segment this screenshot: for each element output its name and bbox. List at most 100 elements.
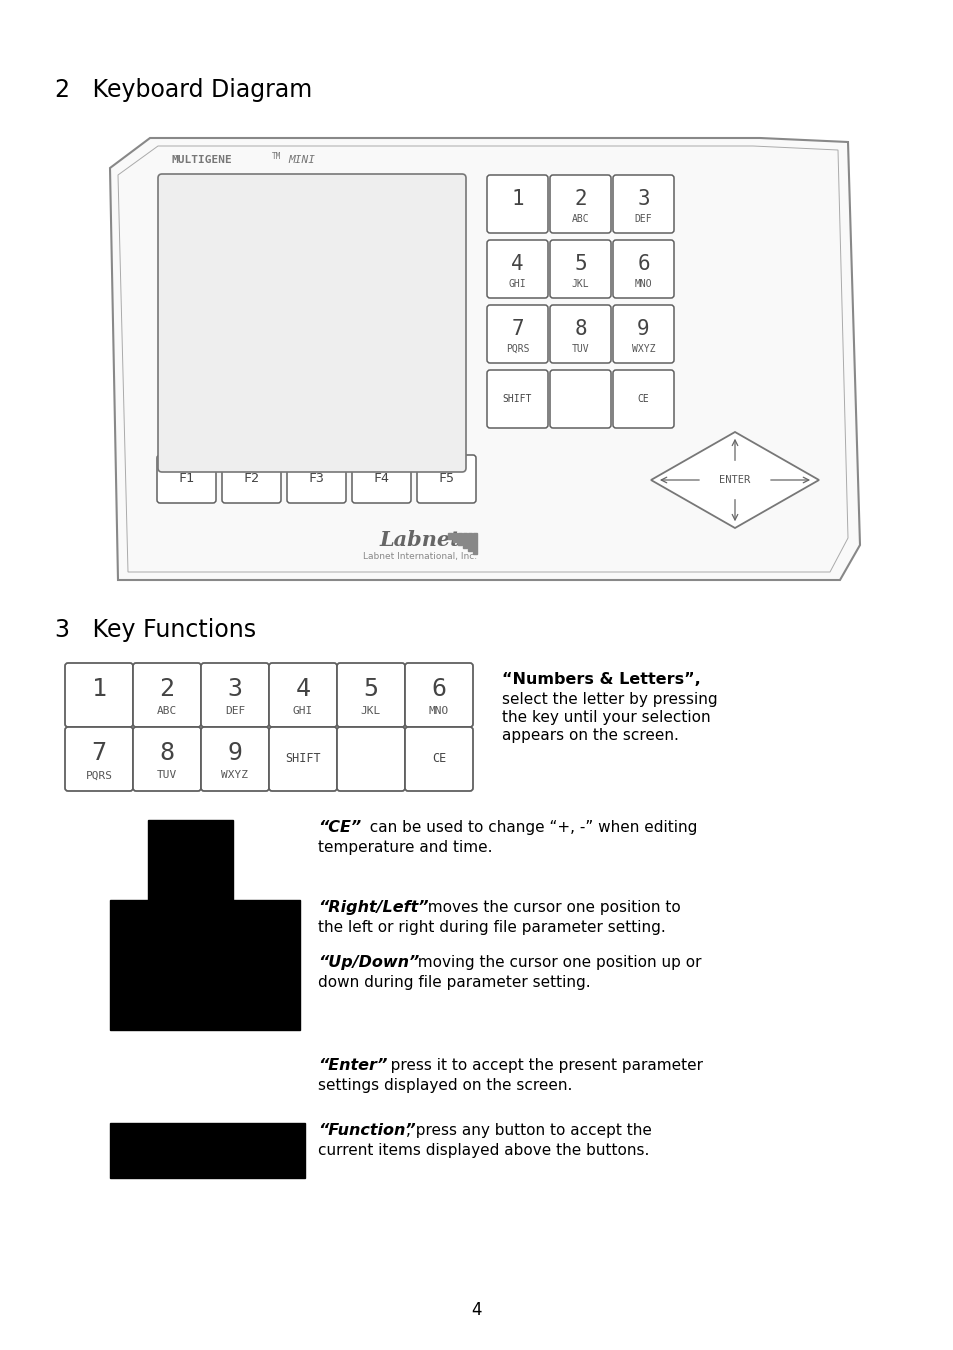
Text: CE: CE [432, 752, 446, 765]
Text: “Right/Left”: “Right/Left” [317, 900, 428, 915]
Text: 4: 4 [295, 678, 310, 701]
Text: TM: TM [272, 153, 281, 161]
Text: F2: F2 [243, 472, 259, 486]
Bar [110, 900, 299, 1030]
Text: moving the cursor one position up or: moving the cursor one position up or [408, 954, 700, 971]
Text: TUV: TUV [156, 771, 177, 780]
FancyBboxPatch shape [157, 455, 215, 504]
Text: 5: 5 [574, 254, 586, 274]
Text: 4: 4 [471, 1301, 482, 1319]
Text: DEF: DEF [634, 213, 652, 224]
Text: down during file parameter setting.: down during file parameter setting. [317, 975, 590, 990]
FancyBboxPatch shape [613, 305, 673, 363]
Text: 8: 8 [574, 319, 586, 339]
Bar [148, 819, 233, 904]
Bar [448, 533, 452, 539]
FancyBboxPatch shape [222, 455, 281, 504]
Text: GHI: GHI [293, 706, 313, 717]
Bar [457, 533, 461, 545]
FancyBboxPatch shape [201, 663, 269, 728]
FancyBboxPatch shape [287, 455, 346, 504]
Text: “CE”: “CE” [317, 819, 361, 836]
Text: “Function”: “Function” [317, 1123, 416, 1138]
FancyBboxPatch shape [416, 455, 476, 504]
Text: 7: 7 [511, 319, 523, 339]
Text: SHIFT: SHIFT [502, 394, 532, 404]
Text: MNO: MNO [429, 706, 449, 717]
Text: MNO: MNO [634, 278, 652, 289]
Text: 9: 9 [637, 319, 649, 339]
Text: 1: 1 [511, 189, 523, 209]
FancyBboxPatch shape [550, 176, 610, 234]
Text: 4: 4 [511, 254, 523, 274]
Bar [473, 533, 476, 554]
FancyBboxPatch shape [65, 663, 132, 728]
FancyBboxPatch shape [613, 176, 673, 234]
FancyBboxPatch shape [352, 455, 411, 504]
Text: 1: 1 [91, 678, 107, 701]
Text: “Numbers & Letters”,: “Numbers & Letters”, [501, 672, 700, 687]
Text: 3: 3 [637, 189, 649, 209]
Text: TUV: TUV [571, 343, 589, 354]
Polygon shape [110, 138, 859, 580]
Text: 5: 5 [363, 678, 378, 701]
FancyBboxPatch shape [486, 305, 547, 363]
FancyBboxPatch shape [65, 728, 132, 791]
Text: 2: 2 [159, 678, 174, 701]
Text: ABC: ABC [156, 706, 177, 717]
Text: F1: F1 [178, 472, 194, 486]
Text: Labnet International, Inc.: Labnet International, Inc. [362, 552, 476, 562]
Text: settings displayed on the screen.: settings displayed on the screen. [317, 1079, 572, 1094]
FancyBboxPatch shape [405, 728, 473, 791]
Text: JKL: JKL [360, 706, 381, 717]
Bar [453, 533, 456, 541]
FancyBboxPatch shape [613, 370, 673, 428]
Bar [110, 1123, 305, 1179]
Text: 2   Keyboard Diagram: 2 Keyboard Diagram [55, 78, 312, 103]
FancyBboxPatch shape [336, 663, 405, 728]
Text: MULTIGENE: MULTIGENE [172, 155, 233, 165]
Text: moves the cursor one position to: moves the cursor one position to [417, 900, 680, 915]
Text: PQRS: PQRS [505, 343, 529, 354]
Text: 3: 3 [227, 678, 242, 701]
FancyBboxPatch shape [613, 240, 673, 298]
Text: PQRS: PQRS [86, 771, 112, 780]
FancyBboxPatch shape [201, 728, 269, 791]
Text: JKL: JKL [571, 278, 589, 289]
FancyBboxPatch shape [269, 663, 336, 728]
FancyBboxPatch shape [486, 176, 547, 234]
Text: F3: F3 [308, 472, 324, 486]
Text: “Enter”: “Enter” [317, 1058, 387, 1073]
Text: SHIFT: SHIFT [285, 752, 320, 765]
FancyBboxPatch shape [336, 728, 405, 791]
Text: current items displayed above the buttons.: current items displayed above the button… [317, 1143, 649, 1158]
Text: 6: 6 [637, 254, 649, 274]
Text: Labnet: Labnet [379, 531, 460, 549]
Text: 8: 8 [159, 741, 174, 765]
FancyBboxPatch shape [550, 370, 610, 428]
Bar [462, 533, 467, 548]
Text: can be used to change “+, -” when editing: can be used to change “+, -” when editin… [359, 819, 697, 836]
Text: MINI: MINI [288, 155, 314, 165]
FancyBboxPatch shape [550, 305, 610, 363]
FancyBboxPatch shape [269, 728, 336, 791]
FancyBboxPatch shape [405, 663, 473, 728]
Text: CE: CE [637, 394, 649, 404]
Text: WXYZ: WXYZ [221, 771, 248, 780]
Text: select the letter by pressing: select the letter by pressing [501, 693, 717, 707]
Text: the key until your selection: the key until your selection [501, 710, 710, 725]
Text: 6: 6 [431, 678, 446, 701]
FancyBboxPatch shape [486, 240, 547, 298]
Text: DEF: DEF [225, 706, 245, 717]
FancyBboxPatch shape [132, 728, 201, 791]
Text: temperature and time.: temperature and time. [317, 840, 492, 855]
Text: “Up/Down”: “Up/Down” [317, 954, 418, 971]
Text: ENTER: ENTER [719, 475, 750, 485]
Text: GHI: GHI [508, 278, 526, 289]
FancyBboxPatch shape [550, 240, 610, 298]
Text: WXYZ: WXYZ [631, 343, 655, 354]
Text: press it to accept the present parameter: press it to accept the present parameter [375, 1058, 702, 1073]
Text: the left or right during file parameter setting.: the left or right during file parameter … [317, 919, 665, 936]
Text: appears on the screen.: appears on the screen. [501, 728, 679, 743]
Text: F5: F5 [438, 472, 454, 486]
